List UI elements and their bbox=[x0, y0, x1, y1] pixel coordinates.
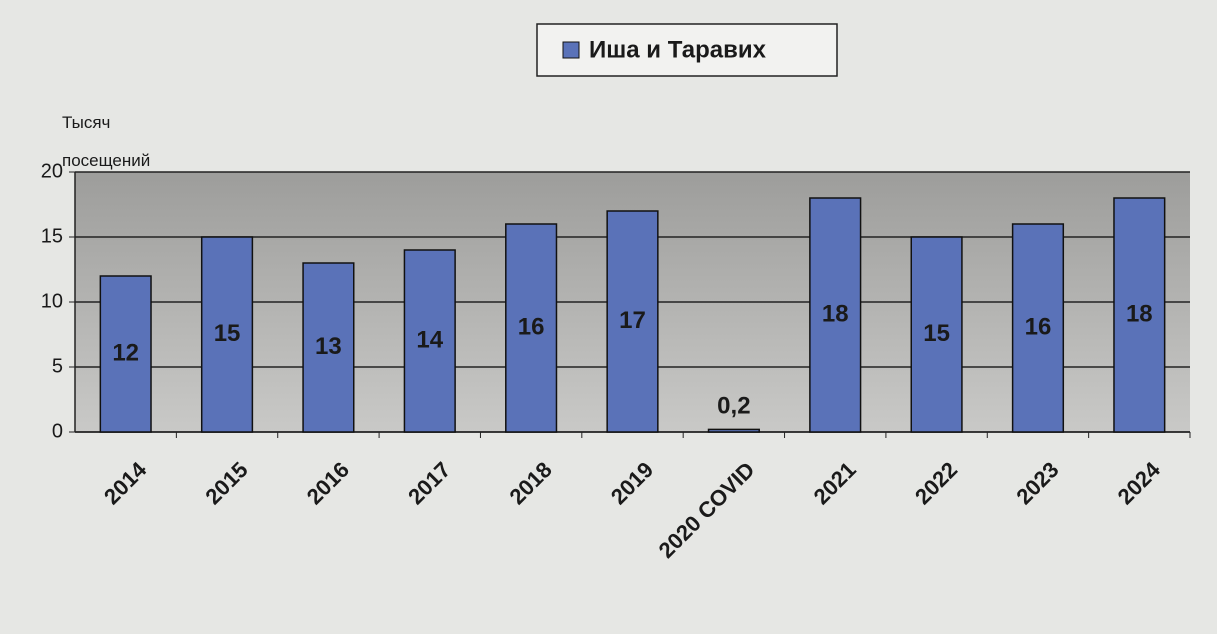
x-tick-label: 2017 bbox=[403, 457, 455, 509]
value-label: 16 bbox=[1025, 313, 1052, 340]
bar bbox=[1113, 197, 1166, 433]
y-tick-label: 5 bbox=[52, 355, 63, 377]
bar bbox=[505, 223, 558, 433]
bar bbox=[403, 249, 456, 433]
bar bbox=[910, 236, 963, 433]
bar bbox=[809, 197, 862, 433]
y-tick-label: 10 bbox=[41, 290, 63, 312]
x-tick-label: 2016 bbox=[302, 457, 354, 509]
x-tick-label: 2021 bbox=[809, 457, 861, 509]
x-tick-label: 2020 COVID bbox=[654, 457, 760, 563]
x-tick-label: 2014 bbox=[99, 456, 152, 509]
bar bbox=[606, 210, 659, 433]
value-label: 17 bbox=[619, 307, 646, 334]
y-tick-label: 0 bbox=[52, 420, 63, 442]
bar bbox=[99, 275, 152, 433]
x-tick-label: 2019 bbox=[606, 457, 658, 509]
bar bbox=[200, 236, 254, 433]
x-tick-label: 2023 bbox=[1011, 457, 1063, 509]
value-label: 13 bbox=[315, 333, 342, 360]
value-label: 15 bbox=[923, 320, 950, 347]
legend-swatch bbox=[562, 41, 580, 59]
bar bbox=[707, 428, 760, 433]
y-axis-label: Тысяч посещений bbox=[62, 113, 151, 170]
legend-label: Иша и Таравих bbox=[589, 36, 767, 63]
value-label: 12 bbox=[112, 339, 139, 366]
value-label: 0,2 bbox=[717, 393, 750, 420]
x-tick-label: 2018 bbox=[504, 457, 556, 509]
y-tick-label: 20 bbox=[41, 160, 63, 182]
x-tick-label: 2015 bbox=[200, 457, 252, 509]
value-label: 16 bbox=[518, 313, 545, 340]
y-tick-label: 15 bbox=[41, 225, 63, 247]
x-tick-label: 2022 bbox=[910, 457, 962, 509]
value-label: 14 bbox=[416, 326, 443, 353]
value-label: 18 bbox=[1126, 300, 1153, 327]
bar bbox=[302, 262, 355, 433]
value-label: 18 bbox=[822, 300, 849, 327]
x-tick-label: 2024 bbox=[1113, 456, 1166, 509]
bar bbox=[1011, 223, 1065, 433]
legend-box bbox=[536, 23, 838, 77]
value-label: 15 bbox=[214, 320, 241, 347]
